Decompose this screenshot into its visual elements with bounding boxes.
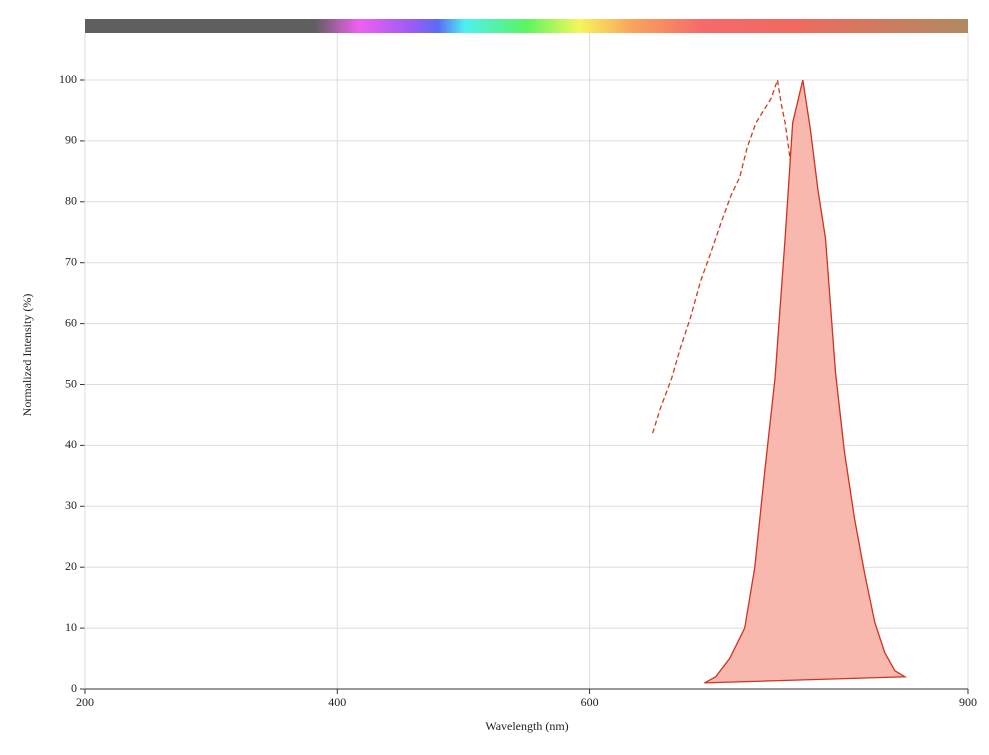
emission-area xyxy=(704,79,908,684)
x-tick-label: 400 xyxy=(328,695,346,709)
y-tick-label: 0 xyxy=(71,681,77,695)
y-tick-label: 20 xyxy=(65,559,77,573)
y-tick-label: 30 xyxy=(65,498,77,512)
spectrum-bar xyxy=(85,19,968,33)
x-axis-label: Wavelength (nm) xyxy=(485,719,568,733)
y-tick-label: 10 xyxy=(65,620,77,634)
y-axis-label: Normalized Intensity (%) xyxy=(20,294,34,417)
x-tick-label: 600 xyxy=(581,695,599,709)
x-tick-label: 200 xyxy=(76,695,94,709)
y-tick-label: 70 xyxy=(65,254,77,268)
y-tick-label: 40 xyxy=(65,437,77,451)
y-tick-label: 60 xyxy=(65,315,77,329)
y-tick-label: 90 xyxy=(65,133,77,147)
x-tick-label: 900 xyxy=(959,695,977,709)
y-tick-label: 80 xyxy=(65,194,77,208)
y-tick-label: 50 xyxy=(65,376,77,390)
y-tick-label: 100 xyxy=(59,72,77,86)
